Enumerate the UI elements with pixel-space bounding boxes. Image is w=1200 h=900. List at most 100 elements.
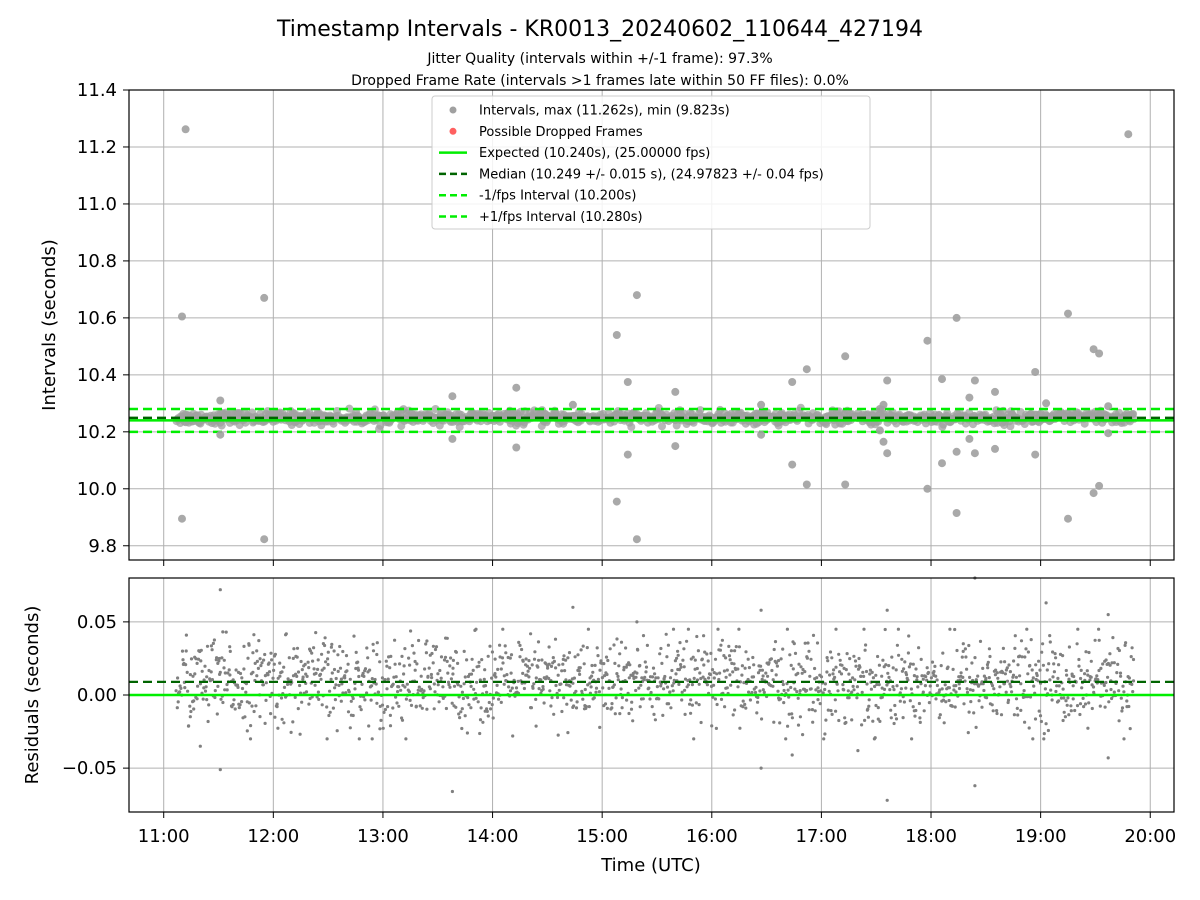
residual-point — [222, 666, 226, 670]
residual-point — [935, 683, 940, 688]
residual-point — [662, 687, 666, 691]
residual-point — [634, 688, 638, 693]
residual-point — [909, 662, 913, 666]
residual-point — [893, 713, 898, 717]
residual-point — [560, 709, 564, 714]
residual-point — [428, 687, 432, 691]
residual-outlier-point — [450, 789, 454, 794]
residual-point — [431, 644, 435, 648]
residual-point — [388, 666, 392, 670]
residual-point — [1055, 684, 1059, 688]
interval-outlier-point — [1064, 309, 1072, 318]
residual-point — [987, 647, 992, 651]
residual-point — [667, 702, 671, 706]
residual-point — [223, 671, 227, 675]
residual-point — [456, 661, 460, 666]
residual-point — [1071, 684, 1075, 688]
residual-point — [701, 675, 705, 679]
residual-point — [231, 678, 235, 682]
residual-point — [472, 687, 476, 691]
residual-point — [500, 656, 505, 660]
residual-point — [619, 640, 624, 644]
residual-point — [287, 656, 291, 660]
residual-point — [552, 712, 556, 716]
residual-point — [209, 670, 213, 674]
residual-point — [954, 684, 958, 688]
residual-point — [243, 715, 247, 719]
interval-point — [431, 405, 440, 413]
residual-point — [680, 690, 684, 694]
residual-point — [903, 660, 907, 664]
residual-point — [336, 653, 340, 657]
residual-point — [787, 712, 791, 716]
residual-point — [1062, 710, 1066, 714]
interval-outlier-point — [260, 293, 269, 302]
interval-outlier-point — [1031, 450, 1040, 459]
residual-point — [402, 672, 406, 676]
residual-point — [534, 697, 538, 702]
residual-outlier-point — [635, 620, 639, 624]
residual-point — [1046, 728, 1050, 733]
residual-point — [724, 675, 728, 679]
residual-point — [437, 700, 441, 704]
residual-point — [537, 658, 541, 662]
residual-point — [232, 698, 236, 702]
residual-point — [549, 664, 554, 669]
residual-point — [852, 688, 856, 692]
residual-point — [210, 648, 214, 652]
residual-point — [671, 689, 675, 693]
residual-point — [1083, 672, 1087, 676]
residual-point — [320, 652, 324, 656]
residual-point — [1106, 675, 1110, 679]
residual-point — [263, 674, 267, 678]
residual-point — [1026, 650, 1030, 654]
residual-point — [1091, 685, 1096, 689]
residual-point — [644, 665, 649, 669]
residual-point — [774, 661, 779, 665]
residual-point — [192, 699, 196, 703]
residual-point — [282, 685, 287, 690]
interval-point — [696, 406, 705, 415]
residual-point — [635, 671, 639, 675]
interval-outlier-point — [1031, 368, 1040, 376]
interval-outlier-point — [802, 365, 811, 374]
residual-point — [293, 695, 297, 700]
interval-outlier-point — [512, 443, 521, 452]
legend-entry-label: Intervals, max (11.262s), min (9.823s) — [479, 104, 730, 119]
residual-point — [724, 656, 728, 660]
residual-point — [718, 648, 723, 652]
residual-point — [990, 684, 995, 688]
residual-point — [643, 675, 647, 679]
residual-point — [671, 627, 676, 631]
residual-point — [733, 649, 737, 653]
residual-point — [370, 677, 374, 681]
residual-point — [598, 668, 602, 672]
residual-point — [1112, 690, 1116, 694]
residual-point — [286, 682, 290, 687]
residual-point — [1005, 666, 1009, 670]
residual-point — [267, 670, 272, 674]
residual-point — [228, 673, 232, 677]
residual-point — [610, 702, 614, 706]
residual-point — [963, 679, 967, 683]
residual-point — [883, 627, 887, 632]
residual-point — [645, 643, 650, 648]
residual-point — [1004, 690, 1008, 694]
residual-point — [877, 663, 882, 667]
interval-outlier-point — [178, 312, 186, 321]
residual-point — [371, 642, 375, 646]
residual-point — [713, 697, 718, 701]
residual-point — [965, 667, 969, 671]
residual-point — [1063, 715, 1067, 719]
residual-point — [598, 725, 602, 730]
residual-point — [742, 681, 746, 685]
residual-point — [524, 657, 528, 661]
residual-point — [527, 675, 531, 679]
residual-point — [640, 676, 644, 680]
residual-point — [830, 712, 834, 717]
residual-point — [928, 684, 932, 688]
residual-point — [483, 668, 487, 672]
residual-point — [690, 683, 695, 687]
residual-point — [331, 706, 335, 710]
residual-point — [782, 688, 786, 693]
